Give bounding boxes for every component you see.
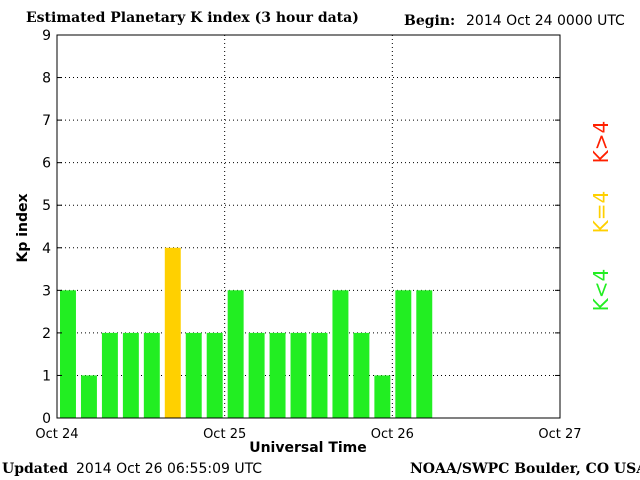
updated-label: Updated: [2, 461, 69, 477]
y-axis-label: Kp index: [15, 193, 31, 262]
x-tick-label: Oct 25: [203, 427, 246, 442]
kp-bar: [332, 290, 349, 418]
kp-bar: [122, 332, 139, 418]
credit-text: NOAA/SWPC Boulder, CO USA: [410, 461, 640, 477]
legend-entry: K>4: [589, 121, 613, 164]
kp-bar: [353, 332, 370, 418]
kp-bar: [311, 332, 328, 418]
kp-bar: [416, 290, 433, 418]
kp-bar: [248, 332, 265, 418]
plot-frame: [56, 34, 561, 419]
y-tick-label: 2: [42, 326, 51, 342]
kp-bar: [395, 290, 412, 418]
y-tick-label: 8: [42, 71, 51, 87]
kp-bar: [164, 247, 181, 418]
kp-bar: [60, 290, 76, 418]
y-tick-label: 9: [42, 28, 51, 44]
kp-bar: [80, 375, 97, 418]
x-axis-label: Universal Time: [249, 440, 367, 456]
legend-entry: K=4: [589, 191, 613, 234]
updated-value: 2014 Oct 26 06:55:09 UTC: [76, 461, 263, 477]
y-tick-label: 0: [42, 411, 51, 427]
y-tick-label: 1: [42, 368, 51, 384]
y-tick-label: 7: [42, 113, 51, 129]
kp-bar: [101, 332, 118, 418]
kp-bar: [269, 332, 286, 418]
x-tick-label: Oct 26: [371, 427, 414, 442]
y-tick-label: 5: [42, 198, 51, 214]
x-tick-label: Oct 24: [35, 427, 78, 442]
kp-bar: [290, 332, 307, 418]
kp-bar: [227, 290, 244, 418]
kp-bar: [374, 375, 391, 418]
y-tick-label: 3: [42, 283, 51, 299]
legend-entry: K<4: [589, 269, 613, 312]
kp-bar: [185, 332, 202, 418]
kp-bar: [143, 332, 160, 418]
y-tick-label: 4: [42, 241, 51, 257]
kp-bar: [206, 332, 223, 418]
begin-value: 2014 Oct 24 0000 UTC: [466, 13, 625, 29]
chart-title: Estimated Planetary K index (3 hour data…: [26, 10, 359, 26]
begin-label: Begin:: [404, 13, 456, 29]
x-tick-label: Oct 27: [538, 427, 581, 442]
y-tick-label: 6: [42, 156, 51, 172]
